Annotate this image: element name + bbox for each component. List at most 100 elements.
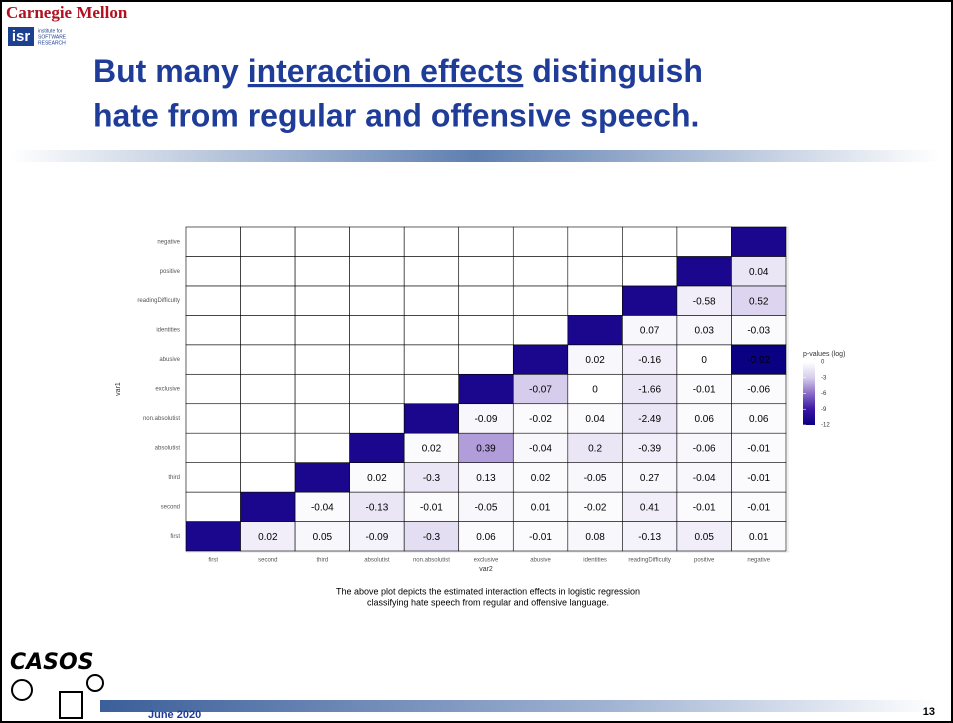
cell	[240, 491, 296, 522]
cell-label: -1.66	[638, 385, 661, 396]
casos-logo: CASOS	[10, 650, 94, 675]
cell	[403, 462, 460, 493]
empty-cell	[240, 432, 296, 463]
cell	[458, 462, 514, 493]
colorbar-tick-label: -3	[821, 375, 827, 381]
y-tick-label: readingDifficulty	[137, 298, 180, 304]
y-tick-label: exclusive	[155, 387, 180, 393]
cell-label: 0.39	[476, 444, 496, 455]
empty-cell	[349, 373, 405, 405]
cell	[731, 344, 787, 375]
y-axis-label: var1	[115, 382, 122, 396]
cell	[731, 256, 787, 287]
empty-cell	[240, 462, 296, 493]
empty-cell	[458, 256, 514, 287]
cell-label: -0.04	[693, 473, 716, 484]
cell	[676, 315, 732, 346]
empty-cell	[294, 373, 350, 405]
cell	[403, 491, 460, 522]
title-part: But many	[93, 53, 248, 89]
y-tick-label: absolutist	[155, 445, 181, 451]
cell	[676, 344, 732, 375]
y-tick-label: identities	[156, 328, 180, 334]
cell	[676, 256, 732, 287]
empty-cell	[349, 315, 405, 346]
cell-label: -0.3	[423, 532, 441, 543]
cell-label: 0.52	[749, 296, 769, 307]
empty-cell	[294, 285, 350, 316]
empty-cell	[512, 256, 569, 287]
colorbar-tick-label: -9	[821, 407, 827, 413]
empty-cell	[403, 285, 460, 316]
empty-cell	[185, 344, 241, 375]
cell	[294, 491, 350, 522]
cell	[731, 491, 787, 522]
cell-label: 0.05	[694, 532, 714, 543]
cell	[185, 521, 241, 552]
logo-sub: SOFTWARE	[38, 34, 67, 40]
empty-cell	[240, 403, 296, 434]
caption: classifying hate speech from regular and…	[367, 597, 609, 607]
colorbar-tick-label: -12	[821, 423, 830, 429]
empty-cell	[294, 226, 350, 257]
cell	[403, 521, 460, 552]
cell-label: -0.3	[423, 473, 441, 484]
cell	[512, 344, 569, 375]
cell	[567, 491, 623, 522]
empty-cell	[240, 373, 296, 405]
empty-cell	[349, 256, 405, 287]
cell-label: -0.04	[311, 502, 334, 513]
cell-label: -0.06	[747, 385, 770, 396]
cell-label: 0.01	[531, 502, 551, 513]
logo-sub: institute for	[38, 28, 63, 34]
cell-label: 0	[701, 355, 707, 366]
empty-cell	[349, 403, 405, 434]
cell	[512, 491, 569, 522]
empty-cell	[240, 256, 296, 287]
cell-label: 0	[592, 385, 598, 396]
y-tick-label: abusive	[159, 357, 180, 363]
y-tick-label: positive	[160, 269, 181, 275]
footer-rule	[100, 700, 940, 712]
cell	[731, 373, 787, 405]
cell-label: -0.13	[638, 532, 661, 543]
colorbar-title: p-values (log)	[803, 351, 845, 358]
cell	[731, 226, 787, 257]
colorbar-tick-label: 0	[821, 360, 825, 366]
empty-cell	[240, 285, 296, 316]
cell-label: 0.04	[749, 267, 769, 278]
cell-label: -0.01	[693, 502, 716, 513]
footer-date: June 2020	[148, 709, 201, 721]
cell	[622, 403, 678, 434]
cell-label: -0.09	[475, 414, 498, 425]
x-tick-label: non.absolutist	[413, 558, 450, 564]
cell	[567, 344, 623, 375]
empty-cell	[403, 315, 460, 346]
empty-cell	[349, 285, 405, 316]
cell-label: 0.07	[640, 326, 660, 337]
cell	[458, 432, 514, 463]
empty-cell	[185, 491, 241, 522]
cell-label: -0.07	[529, 385, 552, 396]
cell	[458, 373, 514, 405]
cell-label: -0.05	[584, 473, 607, 484]
cell	[349, 432, 405, 463]
casos-icon	[59, 691, 83, 719]
cell-label: -0.09	[366, 532, 389, 543]
empty-cell	[349, 344, 405, 375]
empty-cell	[349, 226, 405, 257]
cell	[676, 432, 732, 463]
cell-label: -0.01	[747, 444, 770, 455]
logo: isr	[12, 28, 31, 45]
cell-label: -0.92	[747, 355, 770, 366]
empty-cell	[512, 285, 569, 316]
empty-cell	[403, 373, 460, 405]
cell-label: -0.01	[529, 532, 552, 543]
empty-cell	[294, 344, 350, 375]
title-rule	[10, 150, 940, 162]
cell-label: 0.02	[367, 473, 387, 484]
empty-cell	[185, 256, 241, 287]
cell-label: -0.01	[693, 385, 716, 396]
y-tick-label: third	[168, 475, 180, 481]
cell-label: -0.02	[529, 414, 552, 425]
